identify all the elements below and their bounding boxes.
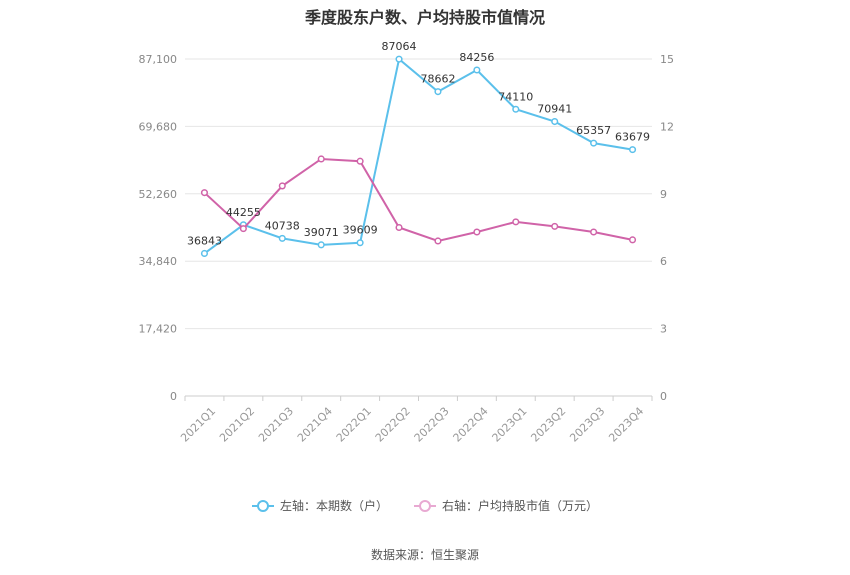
- data-label: 63679: [615, 131, 650, 144]
- legend-item-shareholders[interactable]: 左轴：本期数（户）: [251, 497, 388, 514]
- data-label: 78662: [420, 73, 455, 86]
- data-point-avg-value: [473, 228, 481, 236]
- series-line-avg-value: [203, 157, 633, 243]
- y-left-tick-label: 87,100: [139, 53, 178, 66]
- data-label: 74110: [498, 90, 533, 103]
- y-right-tick-label: 15: [660, 53, 674, 66]
- data-point-shareholders: [551, 117, 559, 126]
- data-label: 39071: [304, 226, 339, 239]
- x-tick-label: 2021Q3: [256, 405, 296, 445]
- data-point-shareholders: [356, 239, 364, 247]
- data-label: 44255: [226, 206, 261, 219]
- data-point-avg-value: [278, 182, 286, 190]
- data-point-avg-value: [239, 225, 247, 233]
- data-point-avg-value: [434, 237, 442, 245]
- y-left-tick-label: 0: [170, 390, 177, 403]
- data-point-shareholders: [512, 105, 520, 113]
- data-point-avg-value: [200, 189, 209, 197]
- x-tick-label: 2021Q4: [295, 405, 335, 445]
- data-label: 65357: [576, 124, 611, 137]
- legend: 左轴：本期数（户） 右轴：户均持股市值（万元）: [0, 497, 850, 514]
- x-tick-label: 2021Q2: [217, 405, 257, 445]
- x-tick-label: 2022Q4: [451, 405, 491, 445]
- x-tick-label: 2023Q2: [528, 405, 568, 445]
- series-line-shareholders: [203, 57, 633, 255]
- data-point-avg-value: [395, 223, 403, 232]
- data-label: 87064: [382, 40, 417, 53]
- y-left-tick-label: 69,680: [139, 120, 178, 133]
- x-tick-label: 2021Q1: [178, 405, 218, 445]
- data-point-shareholders: [628, 146, 637, 154]
- data-label: 40738: [265, 219, 300, 232]
- data-point-shareholders: [317, 241, 325, 249]
- data-point-avg-value: [317, 155, 325, 163]
- x-tick-label: 2022Q2: [373, 405, 413, 445]
- y-right-tick-label: 12: [660, 120, 674, 133]
- chart-title: 季度股东户数、户均持股市值情况: [304, 8, 545, 27]
- data-label: 39609: [343, 224, 378, 237]
- y-left-tick-label: 17,420: [139, 323, 178, 336]
- x-tick-label: 2022Q1: [334, 405, 374, 445]
- legend-marker-pink: [414, 499, 436, 512]
- data-point-shareholders: [473, 66, 481, 74]
- x-tick-label: 2023Q3: [567, 405, 607, 445]
- data-point-shareholders: [434, 88, 442, 96]
- data-point-avg-value: [356, 157, 364, 165]
- data-point-avg-value: [590, 228, 598, 236]
- data-label: 70941: [537, 103, 572, 116]
- x-tick-label: 2023Q1: [490, 405, 530, 445]
- x-tick-label: 2023Q4: [606, 405, 646, 445]
- data-point-shareholders: [278, 234, 286, 242]
- y-right-tick-label: 6: [660, 255, 667, 268]
- data-label: 84256: [459, 51, 494, 64]
- y-left-tick-label: 34,840: [139, 255, 178, 268]
- legend-label-shareholders: 左轴：本期数（户）: [279, 499, 388, 513]
- x-tick-label: 2022Q3: [412, 405, 452, 445]
- data-label: 36843: [187, 234, 222, 247]
- legend-marker-blue: [251, 499, 274, 512]
- y-left-tick-label: 52,260: [139, 188, 178, 201]
- y-right-tick-label: 0: [660, 390, 667, 403]
- data-point-shareholders: [200, 249, 209, 258]
- data-point-avg-value: [551, 222, 559, 230]
- y-right-tick-label: 9: [660, 188, 667, 201]
- data-point-shareholders: [395, 55, 403, 63]
- data-point-shareholders: [590, 139, 598, 147]
- legend-item-avg-value[interactable]: 右轴：户均持股市值（万元）: [414, 497, 598, 514]
- data-source: 数据来源：恒生聚源: [370, 548, 479, 562]
- y-right-tick-label: 3: [660, 323, 667, 336]
- data-point-avg-value: [628, 236, 637, 244]
- data-point-avg-value: [512, 218, 520, 226]
- legend-label-avg-value: 右轴：户均持股市值（万元）: [442, 499, 599, 513]
